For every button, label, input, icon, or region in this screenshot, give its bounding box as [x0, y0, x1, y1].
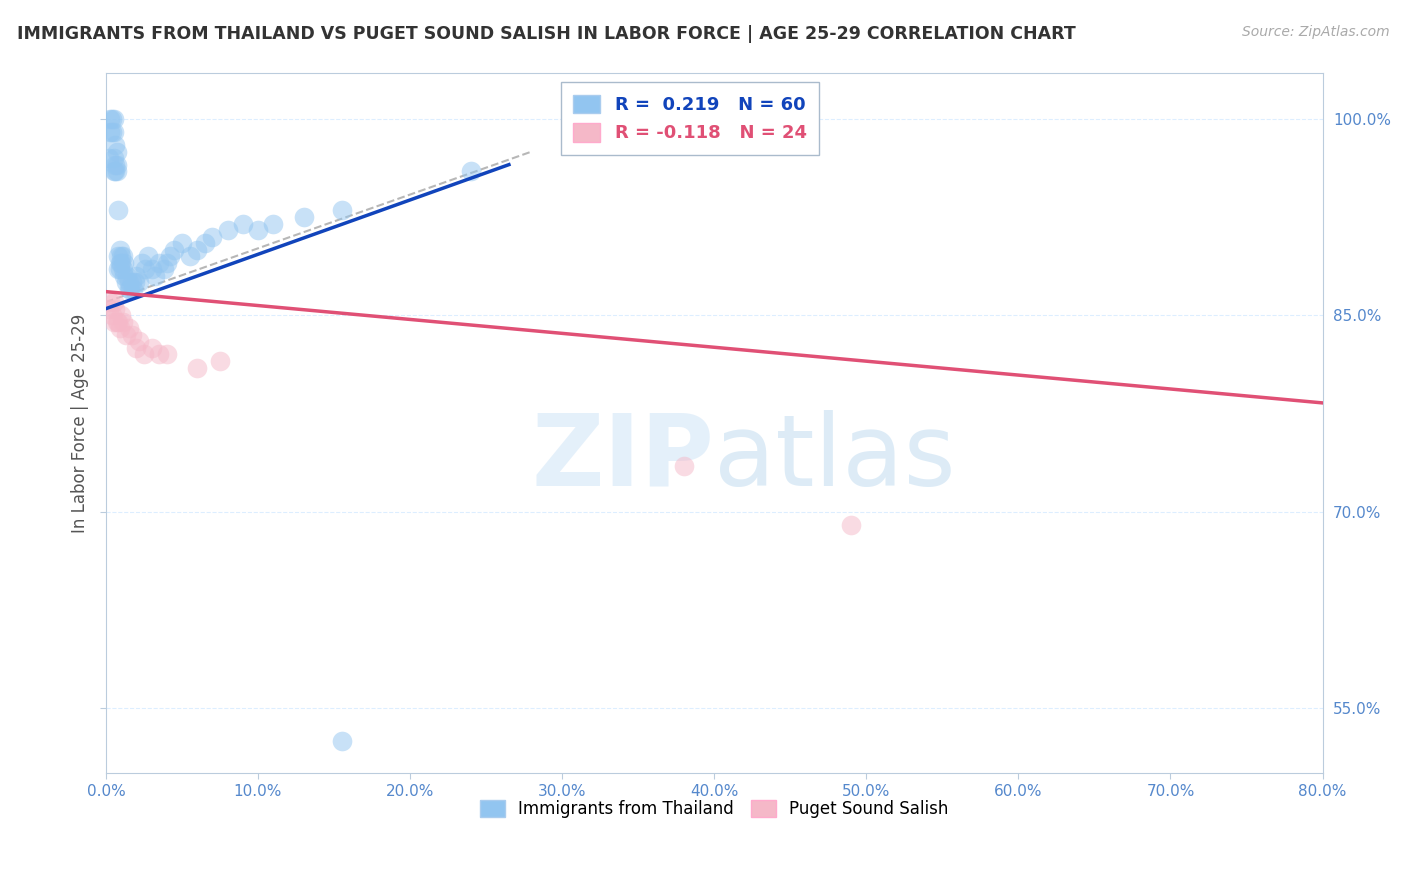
Point: [186, 243, 208, 257]
Point: [103, 125, 125, 139]
Point: [104, 301, 127, 316]
Point: [179, 249, 201, 263]
Point: [194, 236, 217, 251]
Point: [186, 360, 208, 375]
Point: [208, 354, 231, 368]
Point: [100, 125, 122, 139]
Point: [114, 276, 136, 290]
Point: [128, 276, 150, 290]
Point: [246, 223, 269, 237]
Point: [111, 262, 134, 277]
Point: [132, 347, 155, 361]
Text: ZIP: ZIP: [531, 409, 714, 507]
Point: [105, 145, 128, 159]
Point: [114, 327, 136, 342]
Point: [100, 295, 122, 310]
Point: [100, 112, 122, 126]
Point: [107, 203, 129, 218]
Point: [292, 210, 315, 224]
Point: [217, 223, 239, 237]
Point: [110, 256, 132, 270]
Point: [108, 243, 131, 257]
Point: [103, 112, 125, 126]
Point: [97, 301, 120, 316]
Point: [104, 164, 127, 178]
Point: [108, 321, 131, 335]
Point: [159, 249, 181, 263]
Legend: Immigrants from Thailand, Puget Sound Salish: Immigrants from Thailand, Puget Sound Sa…: [474, 793, 955, 824]
Point: [110, 308, 132, 322]
Point: [170, 236, 193, 251]
Point: [121, 276, 143, 290]
Point: [101, 112, 124, 126]
Point: [111, 249, 134, 263]
Point: [105, 158, 128, 172]
Point: [201, 229, 224, 244]
Point: [118, 321, 141, 335]
Point: [111, 315, 134, 329]
Point: [103, 315, 125, 329]
Point: [115, 268, 138, 283]
Point: [125, 341, 148, 355]
Point: [232, 217, 254, 231]
Point: [118, 276, 141, 290]
Point: [107, 315, 129, 329]
Point: [128, 334, 150, 349]
Point: [125, 268, 148, 283]
Point: [105, 315, 128, 329]
Y-axis label: In Labor Force | Age 25-29: In Labor Force | Age 25-29: [72, 314, 89, 533]
Point: [121, 327, 143, 342]
Point: [108, 262, 131, 277]
Point: [122, 282, 145, 296]
Point: [152, 262, 174, 277]
Point: [110, 249, 132, 263]
Point: [105, 164, 128, 178]
Text: IMMIGRANTS FROM THAILAND VS PUGET SOUND SALISH IN LABOR FORCE | AGE 25-29 CORREL: IMMIGRANTS FROM THAILAND VS PUGET SOUND …: [17, 25, 1076, 43]
Point: [141, 262, 163, 277]
Point: [672, 458, 695, 473]
Point: [104, 138, 127, 153]
Point: [330, 733, 353, 747]
Text: atlas: atlas: [714, 409, 956, 507]
Point: [134, 262, 156, 277]
Text: Source: ZipAtlas.com: Source: ZipAtlas.com: [1241, 25, 1389, 39]
Point: [148, 347, 170, 361]
Point: [262, 217, 284, 231]
Point: [101, 125, 124, 139]
Point: [107, 249, 129, 263]
Point: [143, 268, 166, 283]
Point: [112, 256, 135, 270]
Point: [163, 243, 186, 257]
Point: [839, 517, 862, 532]
Point: [107, 262, 129, 277]
Point: [148, 256, 170, 270]
Point: [103, 295, 125, 310]
Point: [103, 164, 125, 178]
Point: [131, 256, 153, 270]
Point: [138, 249, 160, 263]
Point: [104, 158, 127, 172]
Point: [101, 308, 124, 322]
Point: [124, 276, 146, 290]
Point: [141, 341, 163, 355]
Point: [97, 151, 120, 165]
Point: [108, 256, 131, 270]
Point: [156, 256, 179, 270]
Point: [103, 151, 125, 165]
Point: [112, 268, 135, 283]
Point: [156, 347, 179, 361]
Point: [120, 282, 142, 296]
Point: [330, 203, 353, 218]
Point: [460, 164, 482, 178]
Point: [118, 282, 141, 296]
